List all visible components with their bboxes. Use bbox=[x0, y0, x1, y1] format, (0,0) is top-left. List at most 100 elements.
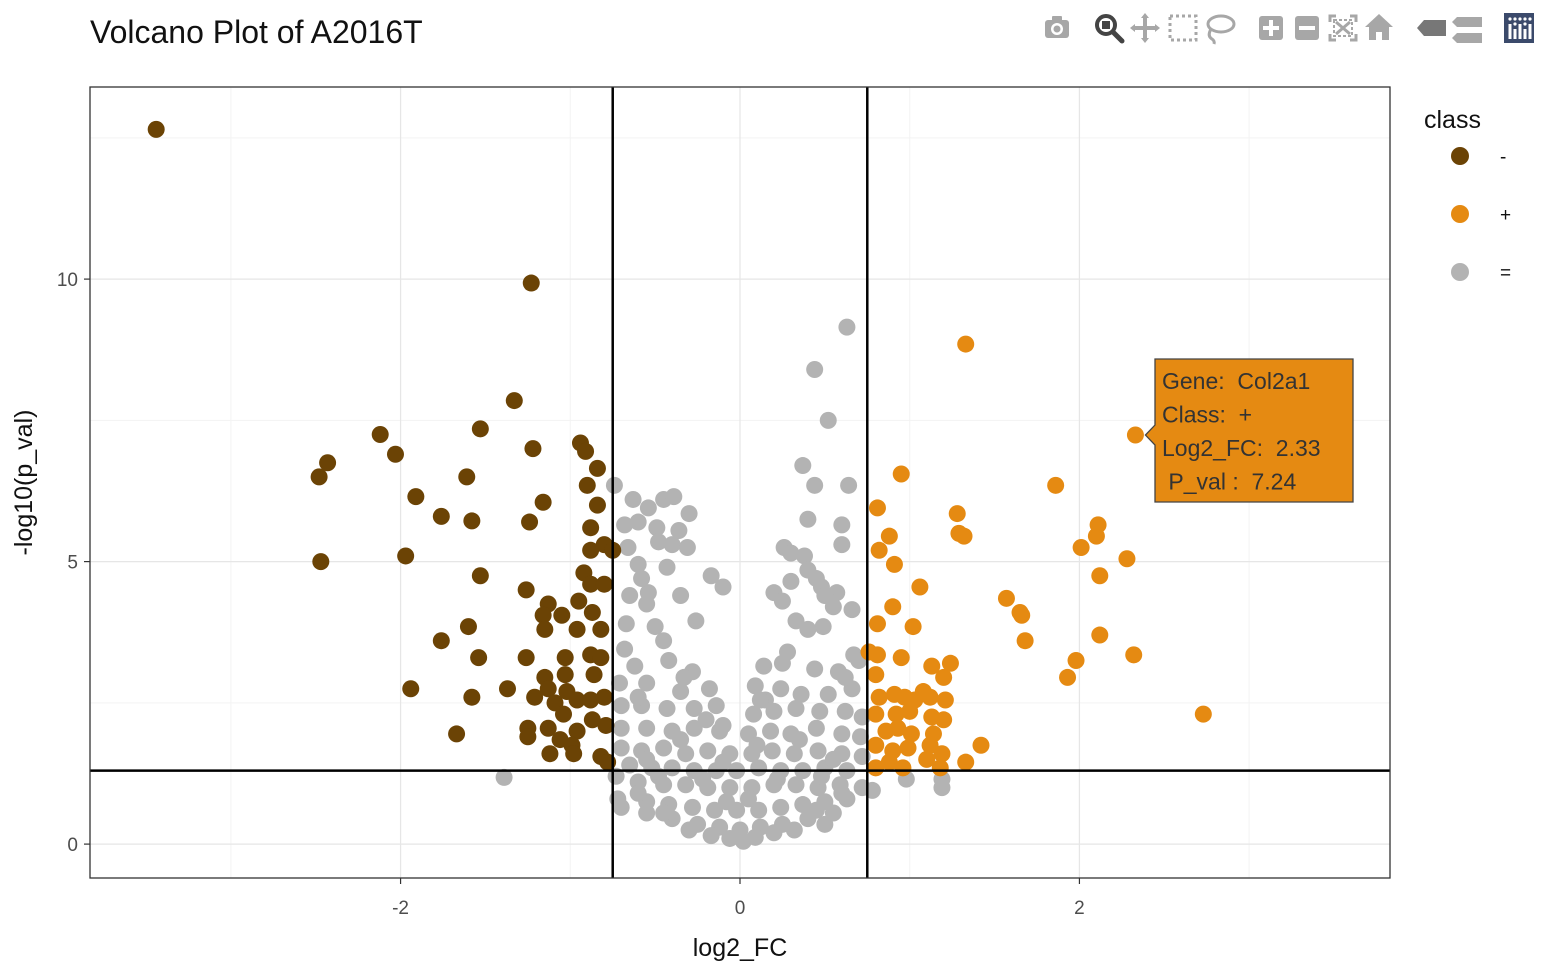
data-point[interactable] bbox=[611, 674, 629, 692]
data-point[interactable] bbox=[612, 739, 630, 757]
data-point[interactable] bbox=[936, 691, 954, 709]
zoom-out-icon[interactable] bbox=[1290, 10, 1324, 46]
data-point[interactable] bbox=[578, 476, 596, 494]
data-point[interactable] bbox=[935, 711, 953, 729]
data-point[interactable] bbox=[556, 649, 574, 667]
data-point[interactable] bbox=[471, 567, 489, 585]
data-point[interactable] bbox=[843, 601, 861, 619]
data-point[interactable] bbox=[565, 745, 583, 763]
data-point[interactable] bbox=[568, 691, 586, 709]
data-point[interactable] bbox=[638, 674, 656, 692]
data-point[interactable] bbox=[746, 828, 764, 846]
data-point[interactable] bbox=[923, 657, 941, 675]
data-point[interactable] bbox=[568, 620, 586, 638]
data-point[interactable] bbox=[1013, 606, 1031, 624]
data-point[interactable] bbox=[526, 688, 544, 706]
reset-axes-icon[interactable] bbox=[1362, 10, 1396, 46]
data-point[interactable] bbox=[633, 570, 651, 588]
data-point[interactable] bbox=[785, 821, 803, 839]
data-point[interactable] bbox=[605, 476, 623, 494]
data-point[interactable] bbox=[524, 440, 542, 458]
data-point[interactable] bbox=[1072, 538, 1090, 556]
data-point[interactable] bbox=[448, 725, 466, 743]
data-point[interactable] bbox=[592, 649, 610, 667]
data-point[interactable] bbox=[935, 668, 953, 686]
lasso-select-icon[interactable] bbox=[1202, 10, 1236, 46]
data-point[interactable] bbox=[568, 722, 586, 740]
data-point[interactable] bbox=[806, 361, 824, 378]
data-point[interactable] bbox=[702, 827, 720, 845]
data-point[interactable] bbox=[588, 496, 606, 514]
data-point[interactable] bbox=[650, 533, 668, 551]
data-point[interactable] bbox=[648, 519, 666, 537]
data-point[interactable] bbox=[638, 750, 656, 768]
data-point[interactable] bbox=[868, 499, 886, 517]
data-point[interactable] bbox=[536, 620, 554, 638]
data-point[interactable] bbox=[765, 824, 783, 842]
camera-icon[interactable] bbox=[1040, 10, 1074, 46]
legend[interactable]: class- + = bbox=[1424, 106, 1511, 284]
data-point[interactable] bbox=[824, 750, 842, 768]
data-point[interactable] bbox=[806, 660, 824, 678]
legend-marker[interactable] bbox=[1451, 263, 1469, 281]
data-point[interactable] bbox=[904, 618, 922, 636]
data-point[interactable] bbox=[665, 488, 683, 506]
data-point[interactable] bbox=[655, 739, 673, 757]
data-point[interactable] bbox=[685, 700, 703, 717]
data-point[interactable] bbox=[700, 680, 718, 698]
data-point[interactable] bbox=[870, 541, 888, 559]
legend-marker[interactable] bbox=[1451, 205, 1469, 223]
series-up[interactable] bbox=[860, 335, 1212, 777]
data-point[interactable] bbox=[997, 589, 1015, 607]
data-point[interactable] bbox=[807, 719, 825, 737]
data-point[interactable] bbox=[901, 702, 919, 720]
data-point[interactable] bbox=[702, 567, 720, 585]
data-point[interactable] bbox=[626, 657, 644, 675]
data-point[interactable] bbox=[714, 716, 732, 734]
data-point[interactable] bbox=[721, 779, 739, 797]
data-point[interactable] bbox=[639, 499, 657, 517]
data-point[interactable] bbox=[833, 516, 851, 534]
data-point[interactable] bbox=[779, 643, 797, 661]
data-point[interactable] bbox=[619, 538, 637, 556]
data-point[interactable] bbox=[570, 592, 588, 610]
data-point[interactable] bbox=[677, 776, 695, 794]
data-point[interactable] bbox=[539, 680, 557, 698]
data-point[interactable] bbox=[824, 804, 842, 822]
data-point[interactable] bbox=[755, 657, 773, 675]
data-point[interactable] bbox=[585, 666, 603, 684]
data-point[interactable] bbox=[1087, 527, 1105, 545]
data-point[interactable] bbox=[762, 722, 780, 740]
data-point[interactable] bbox=[921, 688, 939, 706]
data-point[interactable] bbox=[902, 725, 920, 743]
data-point[interactable] bbox=[787, 612, 805, 630]
data-point[interactable] bbox=[612, 697, 630, 715]
data-point[interactable] bbox=[638, 804, 656, 822]
data-point[interactable] bbox=[582, 519, 600, 537]
data-point[interactable] bbox=[471, 420, 489, 438]
data-point[interactable] bbox=[588, 459, 606, 477]
zoom-icon[interactable] bbox=[1092, 10, 1126, 46]
data-point[interactable] bbox=[319, 454, 337, 472]
data-point[interactable] bbox=[768, 770, 786, 788]
pan-icon[interactable] bbox=[1128, 10, 1162, 46]
data-point[interactable] bbox=[675, 668, 693, 686]
data-point[interactable] bbox=[763, 742, 781, 760]
data-point[interactable] bbox=[463, 688, 481, 706]
data-point[interactable] bbox=[658, 700, 676, 717]
data-point[interactable] bbox=[748, 736, 766, 754]
data-point[interactable] bbox=[799, 510, 817, 528]
data-point[interactable] bbox=[868, 615, 886, 633]
autoscale-icon[interactable] bbox=[1326, 10, 1360, 46]
data-point[interactable] bbox=[687, 612, 705, 630]
data-point[interactable] bbox=[809, 742, 827, 760]
data-point[interactable] bbox=[629, 784, 647, 802]
data-point[interactable] bbox=[397, 547, 415, 565]
data-point[interactable] bbox=[794, 457, 812, 475]
data-point[interactable] bbox=[470, 649, 488, 667]
data-point[interactable] bbox=[867, 705, 885, 723]
data-point[interactable] bbox=[955, 527, 973, 545]
data-point[interactable] bbox=[884, 598, 902, 616]
data-point[interactable] bbox=[672, 587, 690, 604]
